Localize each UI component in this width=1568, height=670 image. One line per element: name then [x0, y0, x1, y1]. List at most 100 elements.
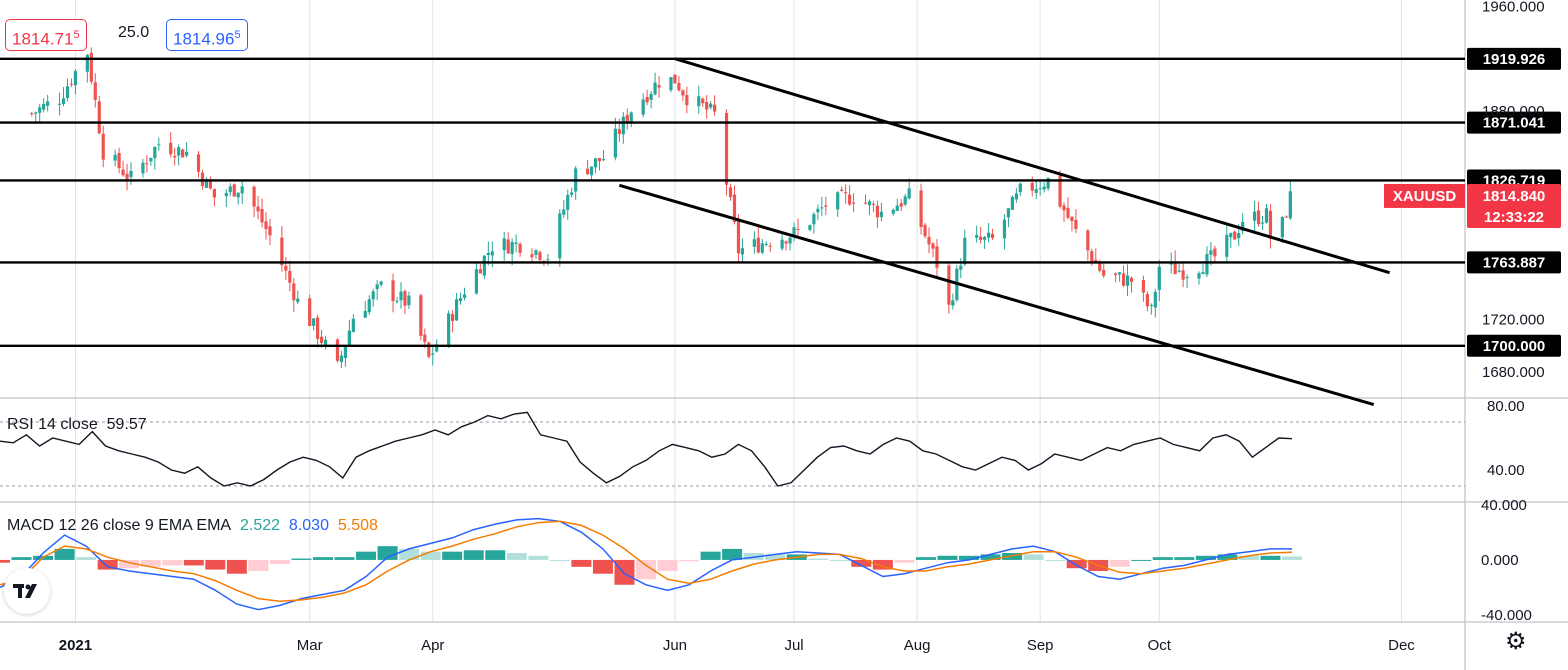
- candle-body: [518, 243, 522, 253]
- macd-legend[interactable]: MACD 12 26 close 9 EMA EMA 2.522 8.030 5…: [7, 517, 378, 535]
- macd-histogram-bar: [1066, 559, 1087, 569]
- vertical-grid: [74, 0, 1402, 622]
- candle-body: [212, 188, 216, 198]
- rsi-tick-1: 40.00: [1487, 462, 1525, 479]
- time-label-7: Oct: [1148, 637, 1172, 654]
- candle-body: [959, 265, 963, 270]
- candle-body: [454, 299, 459, 321]
- candle-body: [42, 103, 46, 110]
- candle-body: [836, 192, 840, 210]
- level-badge-4: [1467, 334, 1561, 357]
- macd-histogram-bar: [765, 554, 786, 560]
- candle-body: [1225, 234, 1229, 257]
- macd-histogram-bar: [592, 559, 613, 574]
- macd-histogram-bar: [1238, 555, 1259, 560]
- macd-histogram-bar: [0, 559, 10, 563]
- candle-body: [1213, 248, 1217, 257]
- candle-body: [1209, 250, 1213, 255]
- macd-histogram-bar: [334, 557, 355, 560]
- candle-body: [530, 254, 534, 258]
- candle-body: [923, 224, 927, 237]
- candle-body: [705, 101, 709, 110]
- candle-body: [1197, 273, 1201, 279]
- candle-body: [34, 112, 38, 114]
- candle-body: [1121, 273, 1126, 286]
- macd-histogram-bar: [162, 559, 183, 566]
- candle-body: [796, 229, 800, 231]
- sell-price: 1814.71: [12, 29, 74, 49]
- candle-body: [319, 336, 324, 344]
- candle-body: [57, 103, 62, 105]
- tv-logo-glyph: [13, 584, 37, 598]
- candle-body: [1260, 222, 1265, 224]
- trendline-0[interactable]: [674, 57, 1390, 275]
- time-label-4: Jul: [784, 637, 803, 654]
- candle-body: [768, 245, 772, 247]
- candle-body: [73, 70, 78, 86]
- sell-price-button[interactable]: 1814.715: [5, 19, 87, 51]
- settings-gear-icon[interactable]: ⚙: [1505, 628, 1527, 655]
- candle-body: [141, 162, 145, 174]
- candle-body: [625, 115, 629, 123]
- candle-body: [681, 90, 685, 96]
- candle-body: [232, 184, 236, 197]
- candle-body: [788, 237, 792, 244]
- macd-histogram-bar: [356, 551, 377, 560]
- candle-body: [697, 96, 701, 107]
- macd-tick-2: -40.000: [1481, 607, 1532, 624]
- candle-body: [1145, 293, 1149, 307]
- candles: [30, 47, 1292, 369]
- candle-body: [1042, 186, 1046, 190]
- candle-body: [534, 250, 538, 255]
- candle-body: [1173, 261, 1177, 275]
- macd-histogram-bar: [1174, 557, 1195, 560]
- rsi-legend[interactable]: RSI 14 close 59.57: [7, 416, 147, 434]
- symbol-label: XAUUSD: [1393, 188, 1457, 205]
- candle-body: [951, 300, 955, 306]
- candle-body: [566, 194, 570, 210]
- macd-histogram-bar: [183, 559, 204, 566]
- candle-body: [228, 186, 232, 193]
- price-tick-1: 1880.000: [1482, 103, 1545, 120]
- candle-body: [1062, 205, 1066, 211]
- candle-body: [891, 209, 895, 214]
- rsi-line: [0, 411, 1293, 487]
- trendline-1[interactable]: [618, 183, 1375, 406]
- candle-body: [1288, 191, 1292, 219]
- candle-body: [907, 188, 911, 199]
- candle-body: [169, 142, 173, 155]
- buy-price-button[interactable]: 1814.965: [166, 19, 248, 51]
- candle-body: [983, 237, 987, 240]
- macd-signal-value: 5.508: [337, 517, 378, 534]
- candle-body: [1233, 231, 1237, 240]
- candle-body: [653, 82, 657, 95]
- symbol-badge[interactable]: [1384, 183, 1465, 208]
- macd-histogram-bar: [1023, 554, 1044, 560]
- candle-body: [1241, 221, 1245, 232]
- candle-body: [121, 169, 125, 176]
- candle-body: [709, 103, 713, 108]
- tradingview-logo-icon[interactable]: [4, 568, 50, 614]
- candle-body: [462, 294, 467, 298]
- candle-body: [61, 98, 66, 105]
- candle-body: [447, 313, 451, 346]
- candle-body: [367, 299, 371, 313]
- candle-body: [506, 239, 510, 254]
- candle-body: [458, 298, 463, 302]
- time-label-8: Dec: [1388, 637, 1415, 654]
- candle-body: [570, 192, 574, 195]
- candle-body: [502, 238, 506, 251]
- candle-body: [1181, 270, 1185, 280]
- candle-body: [820, 207, 824, 209]
- macd-histogram-bar: [636, 559, 656, 580]
- candle-body: [431, 353, 435, 355]
- candle-body: [153, 147, 157, 159]
- candle-body: [1201, 272, 1205, 274]
- macd-histogram-bar: [11, 557, 32, 560]
- candle-body: [780, 239, 784, 249]
- candle-body: [613, 128, 617, 158]
- macd-histogram-bar: [872, 559, 893, 570]
- candle-body: [871, 203, 876, 205]
- candle-body: [597, 158, 602, 162]
- candle-body: [1070, 216, 1074, 221]
